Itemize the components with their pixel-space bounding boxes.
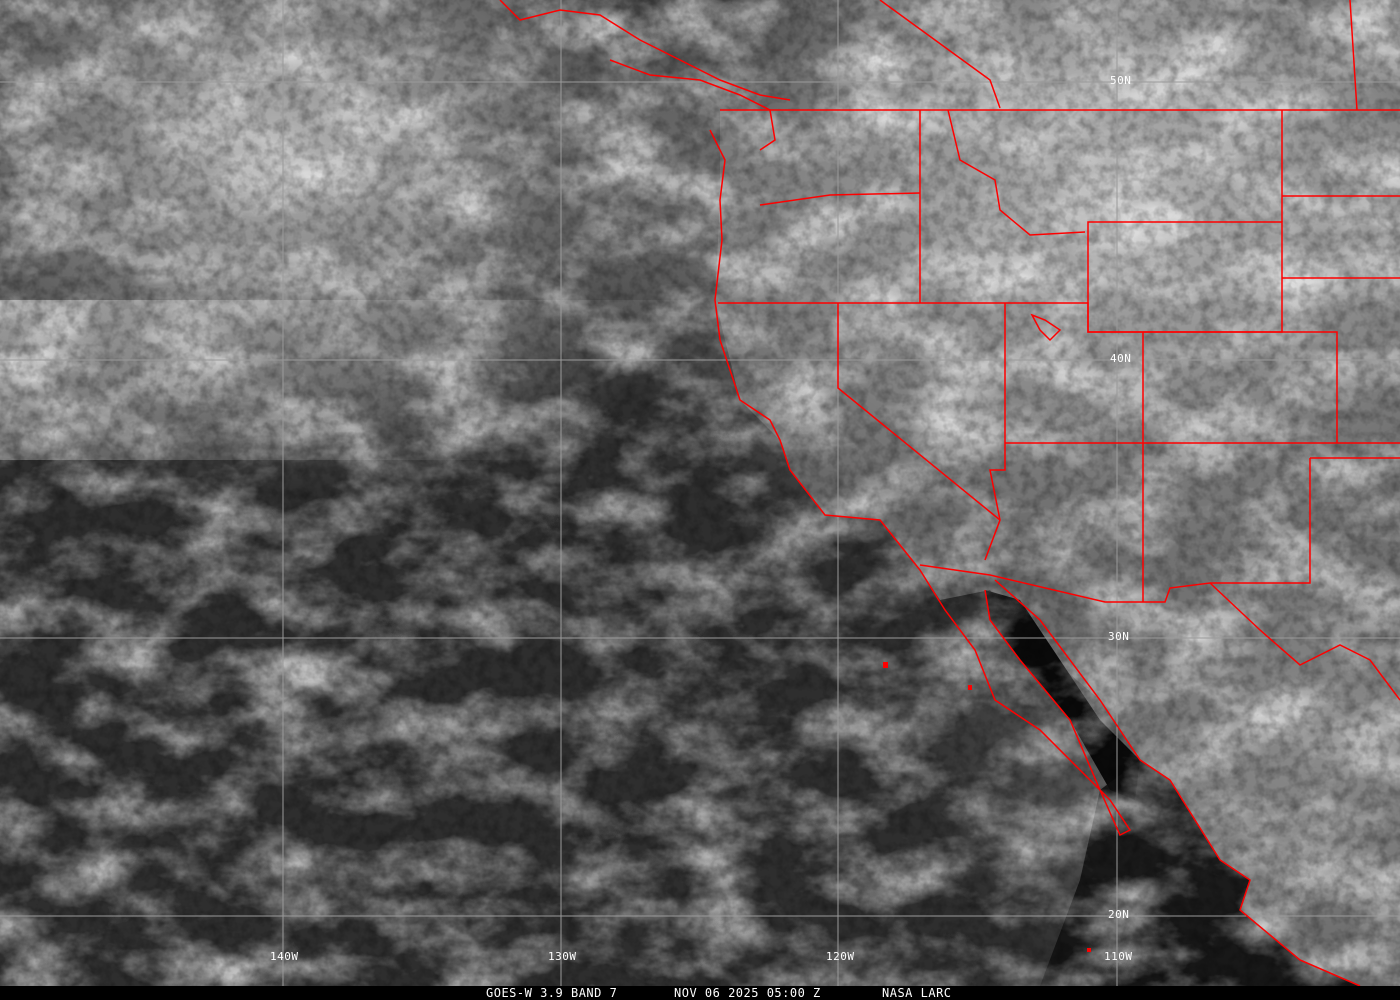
satellite-band-label: GOES-W 3.9 BAND 7 xyxy=(486,986,618,1000)
border-co xyxy=(1143,331,1338,443)
lon-label-140w: 140W xyxy=(270,950,299,963)
datetime-label: NOV 06 2025 05:00 Z xyxy=(674,986,821,1000)
great-salt-lake xyxy=(1030,313,1062,342)
lon-label-130w: 130W xyxy=(548,950,577,963)
border-four-corners xyxy=(1005,442,1400,602)
coastline-mexico xyxy=(994,579,1361,986)
border-canada-north xyxy=(879,0,1358,111)
coastline-bc xyxy=(499,0,791,151)
border-idaho xyxy=(919,109,1086,303)
border-us-mexico xyxy=(919,564,1400,701)
lon-label-120w: 120W xyxy=(826,950,855,963)
source-label: NASA LARC xyxy=(882,986,952,1000)
political-borders xyxy=(499,0,1400,986)
border-nv-east xyxy=(984,303,1006,561)
border-ca-nv xyxy=(837,303,1001,521)
border-mt-east xyxy=(1281,110,1400,279)
border-wa-or xyxy=(759,192,921,206)
lon-label-110w: 110W xyxy=(1104,950,1133,963)
coastline-west xyxy=(709,129,1132,837)
lat-label-30n: 30N xyxy=(1108,630,1130,643)
lat-label-20n: 20N xyxy=(1108,908,1130,921)
lat-label-40n: 40N xyxy=(1110,352,1132,365)
lat-label-50n: 50N xyxy=(1110,74,1132,87)
caption-bar: GOES-W 3.9 BAND 7 NOV 06 2025 05:00 Z NA… xyxy=(0,986,1400,1000)
